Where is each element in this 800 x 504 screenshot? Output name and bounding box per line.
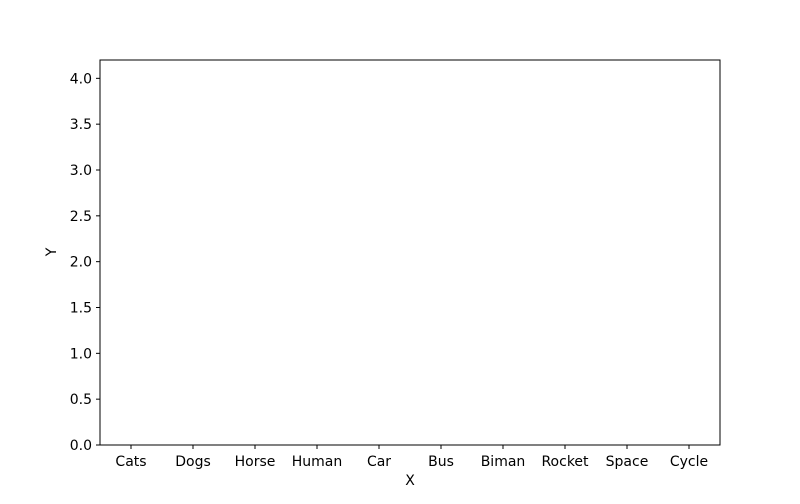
x-tick-label: Car bbox=[367, 454, 391, 470]
x-tick-label: Bus bbox=[428, 454, 454, 470]
x-axis-ticks: Cats Dogs Horse Human Car Bus Biman Rocket Space… bbox=[115, 445, 708, 470]
x-tick-label: Biman bbox=[481, 454, 526, 470]
x-tick-label: Rocket bbox=[541, 454, 589, 470]
x-tick-label: Dogs bbox=[175, 454, 211, 470]
y-tick-label: 2.5 bbox=[70, 209, 92, 225]
x-tick-label: Cycle bbox=[670, 454, 708, 470]
x-tick-label: Cats bbox=[115, 454, 146, 470]
y-axis-label: Y bbox=[44, 247, 60, 257]
x-axis-label: X bbox=[405, 473, 415, 489]
y-tick-label: 3.0 bbox=[70, 163, 92, 179]
y-tick-label: 4.0 bbox=[70, 71, 92, 87]
y-tick-label: 2.0 bbox=[70, 255, 92, 271]
y-axis-ticks: 0.0 0.5 1.0 1.5 2.0 2.5 3.0 3.5 4.0 bbox=[70, 71, 100, 454]
y-tick-label: 0.5 bbox=[70, 392, 92, 408]
x-tick-label: Space bbox=[606, 454, 649, 470]
y-tick-label: 1.0 bbox=[70, 346, 92, 362]
y-tick-label: 3.5 bbox=[70, 117, 92, 133]
y-tick-label: 1.5 bbox=[70, 301, 92, 317]
x-tick-label: Human bbox=[292, 454, 343, 470]
x-tick-label: Horse bbox=[235, 454, 276, 470]
y-tick-label: 0.0 bbox=[70, 438, 92, 454]
plot-frame bbox=[99, 59, 721, 446]
